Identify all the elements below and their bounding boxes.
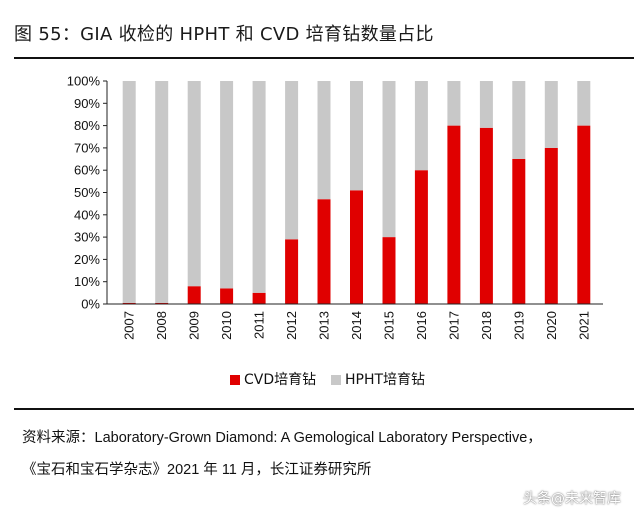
x-tick-label: 2007: [122, 311, 137, 340]
bar-hpht-2013: [317, 81, 331, 200]
source-divider: [14, 408, 634, 410]
y-tick-label: 50%: [74, 185, 100, 200]
bar-cvd-2016: [414, 170, 428, 304]
bar-cvd-2020: [544, 147, 558, 304]
chart-title: 图 55：GIA 收检的 HPHT 和 CVD 培育钻数量占比: [14, 24, 434, 45]
bar-cvd-2019: [512, 159, 526, 304]
bar-cvd-2021: [577, 125, 591, 304]
x-tick-label: 2014: [349, 311, 364, 340]
y-tick-label: 10%: [74, 274, 100, 289]
legend-swatch-hpht: [331, 375, 341, 385]
legend-label-cvd: CVD培育钻: [244, 372, 316, 388]
x-tick-label: 2016: [414, 311, 429, 340]
stacked-bar-chart: 2007 2008 2009 2010 2011 2012 2013 2014 2015 2016…: [67, 74, 603, 388]
bar-cvd-2018: [479, 127, 493, 304]
y-tick-label: 90%: [74, 96, 100, 111]
watermark: 头条@未来智库: [523, 491, 621, 507]
x-tick-label: 2009: [187, 311, 202, 340]
legend-swatch-cvd: [230, 375, 240, 385]
bar-hpht-2012: [285, 81, 299, 240]
bar-hpht-2014: [350, 81, 363, 191]
bar-cvd-2014: [350, 190, 363, 304]
bar-hpht-2020: [544, 81, 558, 148]
source-line-1: 资料来源：Laboratory-Grown Diamond: A Gemolog…: [22, 430, 542, 446]
bar-cvd-2007: [122, 302, 136, 304]
bar-cvd-2017: [447, 125, 461, 304]
x-tick-label: 2019: [511, 311, 526, 340]
x-tick-label: 2011: [252, 311, 267, 339]
y-tick-label: 60%: [74, 163, 100, 178]
x-tick-label: 2008: [154, 311, 169, 340]
bar-hpht-2015: [382, 81, 396, 238]
bar-cvd-2009: [187, 286, 201, 304]
source-line-2: 《宝石和宝石学杂志》2021 年 11 月，长江证券研究所: [22, 462, 372, 478]
x-tick-label: 2015: [382, 311, 397, 340]
x-tick-label: 2012: [284, 311, 299, 340]
x-tick-label: 2020: [544, 311, 559, 340]
bar-cvd-2012: [285, 239, 299, 304]
y-tick-label: 80%: [74, 118, 100, 133]
legend-label-hpht: HPHT培育钻: [345, 372, 425, 388]
bar-cvd-2011: [252, 292, 266, 304]
x-tick-label: 2018: [479, 311, 494, 340]
y-tick-label: 100%: [67, 74, 101, 89]
bar-hpht-2011: [252, 81, 266, 293]
bar-hpht-2007: [122, 81, 136, 303]
bar-cvd-2010: [220, 288, 234, 304]
bar-cvd-2013: [317, 199, 331, 304]
bar-cvd-2015: [382, 237, 396, 304]
bar-hpht-2017: [447, 81, 461, 126]
bar-hpht-2018: [479, 81, 493, 128]
x-tick-label: 2017: [446, 311, 461, 340]
y-tick-label: 30%: [74, 230, 100, 245]
x-tick-label: 2013: [317, 311, 332, 340]
bar-hpht-2008: [155, 81, 169, 303]
y-tick-label: 0%: [81, 297, 100, 312]
x-tick-label: 2010: [219, 311, 234, 340]
bar-hpht-2010: [220, 81, 234, 289]
y-tick-label: 40%: [74, 207, 100, 222]
title-divider: [14, 57, 634, 59]
bar-cvd-2008: [155, 302, 169, 304]
bar-hpht-2019: [512, 81, 526, 159]
x-tick-label: 2021: [576, 311, 591, 340]
bar-hpht-2016: [414, 81, 428, 171]
bar-hpht-2021: [577, 81, 591, 126]
bar-hpht-2009: [187, 81, 201, 287]
y-tick-label: 70%: [74, 140, 100, 155]
y-tick-label: 20%: [74, 252, 100, 267]
